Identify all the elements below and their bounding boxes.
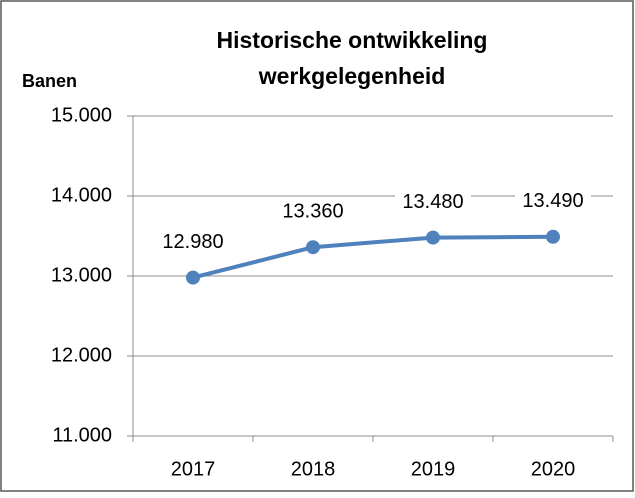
chart-title: werkgelegenheid bbox=[258, 63, 446, 89]
y-tick-label: 11.000 bbox=[52, 424, 112, 446]
data-label-background bbox=[395, 189, 471, 216]
data-point bbox=[546, 229, 560, 244]
series-line bbox=[192, 234, 554, 280]
x-tick-label: 2017 bbox=[171, 458, 216, 480]
data-label: 12.980 bbox=[162, 231, 223, 253]
y-tick-label: 14.000 bbox=[51, 184, 112, 206]
y-tick-label: 12.000 bbox=[51, 344, 112, 366]
x-tick-label: 2020 bbox=[531, 458, 576, 480]
data-label-background bbox=[515, 188, 591, 215]
data-label-background bbox=[275, 199, 351, 226]
data-label-background bbox=[155, 229, 231, 256]
data-point bbox=[426, 230, 440, 245]
data-point bbox=[306, 240, 320, 255]
x-tick-label: 2019 bbox=[411, 458, 456, 480]
x-tick-label: 2018 bbox=[291, 458, 336, 480]
y-tick-label: 13.000 bbox=[51, 264, 112, 286]
chart-title: Historische ontwikkeling bbox=[217, 27, 488, 53]
y-tick-label: 15.000 bbox=[51, 104, 112, 126]
data-point bbox=[186, 270, 200, 285]
data-label: 13.490 bbox=[522, 190, 583, 212]
data-label: 13.360 bbox=[282, 200, 343, 222]
y-axis-label: Banen bbox=[22, 71, 77, 91]
data-label: 13.480 bbox=[402, 191, 463, 213]
